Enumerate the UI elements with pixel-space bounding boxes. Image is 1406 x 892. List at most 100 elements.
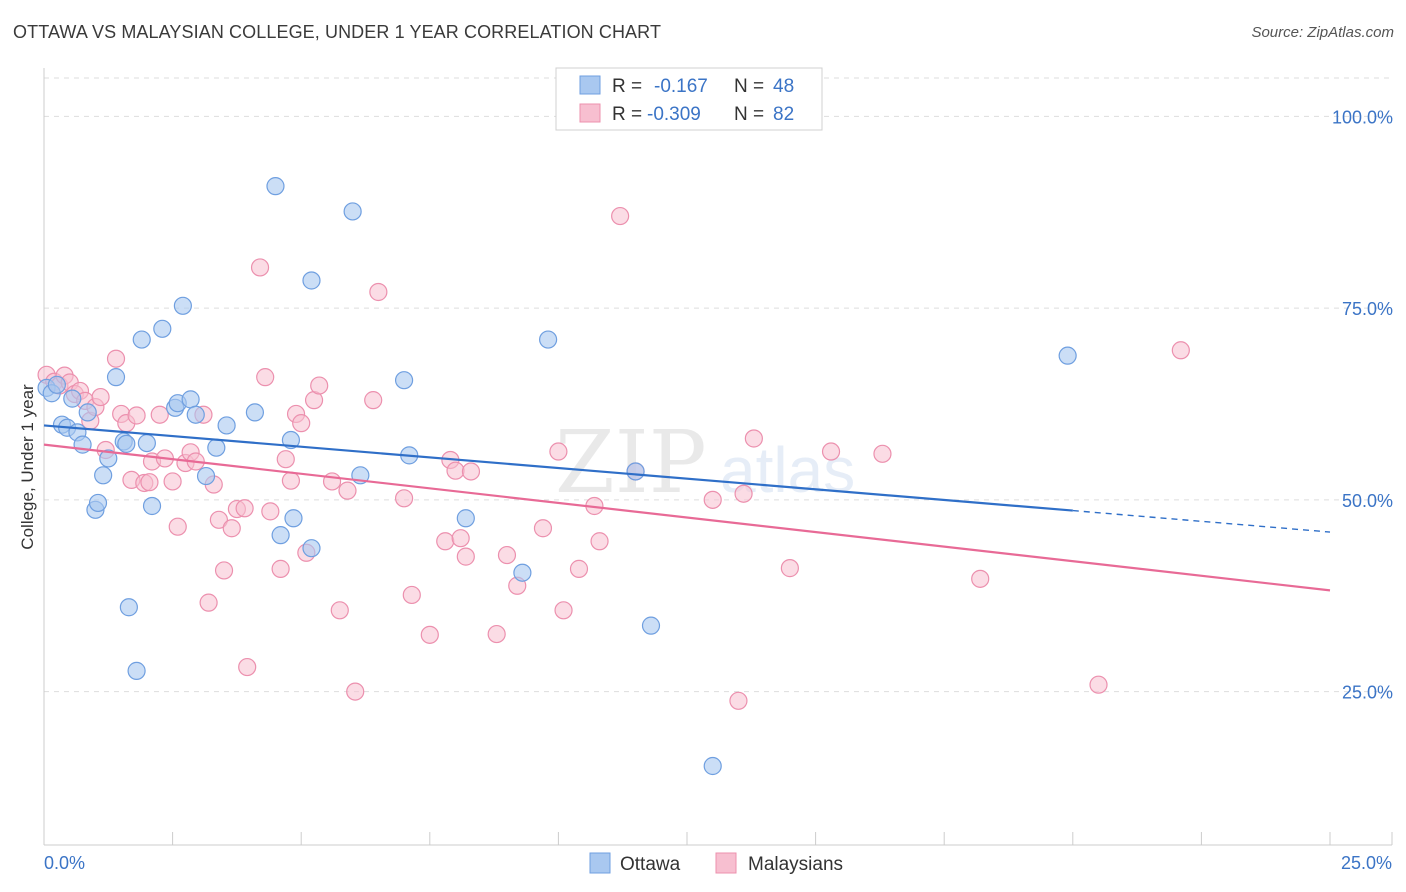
malaysians-point [402,585,421,605]
bottom-legend-swatch-malaysians [715,852,737,874]
legend-r-value-ottawa: -0.167 [654,76,708,97]
ottawa-point [173,296,192,315]
ottawa-point [394,371,414,390]
ottawa-point [1058,346,1077,365]
malaysians-point [971,569,990,588]
malaysians-point [394,489,414,508]
malaysians-point [271,559,290,578]
malaysians-point [106,349,126,368]
legend-n-label-malaysians: N = [734,104,764,125]
malaysians-point [310,376,329,395]
legend-swatch-ottawa [579,75,601,95]
svg-text:ZIP: ZIP [555,413,707,513]
bottom-legend: Ottawa Malaysians [589,852,843,875]
malaysians-point [569,559,589,578]
chart-title: OTTAWA VS MALAYSIAN COLLEGE, UNDER 1 YEA… [13,22,662,42]
malaysians-point [456,547,475,566]
ottawa-point [132,330,151,349]
ottawa-point [88,493,108,513]
malaysians-point [451,529,470,548]
ottawa-point [217,416,236,435]
malaysians-point [168,517,187,536]
malaysians-point [734,484,753,503]
grid-lines [44,77,1392,693]
ottawa-point [142,496,162,516]
y-tick-labels: 25.0% 50.0% 75.0% 100.0% [1332,107,1393,702]
malaysians-point [235,499,254,518]
ottawa-point [106,368,126,387]
ottawa-point [513,563,532,582]
ottawa-point [539,330,558,349]
ottawa-point [47,375,66,394]
malaysians-point [729,691,748,710]
source-label: Source: ZipAtlas.com [1251,24,1394,41]
ottawa-point [284,509,303,528]
ottawa-point [641,616,661,635]
axes [43,68,1392,846]
ottawa-trend-extension [1072,509,1331,533]
ottawa-point [703,756,722,776]
malaysians-point [163,472,182,491]
ottawa-point [94,466,113,485]
legend-n-label-ottawa: N = [734,76,764,97]
legend-r-value-malaysians: -0.309 [647,104,701,125]
ottawa-point [99,449,118,468]
malaysians-point [238,657,257,677]
ottawa-point [153,319,172,338]
legend-n-value-ottawa: 48 [773,76,794,97]
y-axis-label: College, Under 1 year [18,384,37,550]
malaysians-point [250,258,270,277]
malaysians-point [611,206,630,226]
malaysians-point [703,490,722,509]
bottom-legend-swatch-ottawa [589,852,611,874]
ottawa-point [117,434,136,453]
malaysians-point [91,387,110,407]
ottawa-point [181,390,200,409]
malaysians-point [256,368,275,387]
malaysians-point [127,406,146,425]
malaysians-point [446,461,465,480]
ottawa-point [271,526,290,545]
legend-r-label-ottawa: R = [612,76,642,97]
bottom-legend-ottawa: Ottawa [620,854,681,875]
malaysians-point [436,532,455,551]
malaysians-point [744,429,763,448]
bottom-legend-malaysians: Malaysians [748,854,843,875]
ottawa-point [186,405,205,424]
legend-r-label-malaysians: R = [612,104,642,125]
malaysians-point [364,391,383,410]
malaysians-point [276,450,295,469]
ottawa-point [196,466,216,486]
malaysians-points [37,206,1190,710]
ottawa-point [207,438,226,457]
malaysians-point [1089,675,1108,694]
malaysians-point [199,593,218,612]
malaysians-point [346,682,365,701]
malaysians-point [487,624,506,644]
malaysians-point [214,561,234,580]
malaysians-trend-line [43,443,1331,592]
ottawa-point [137,433,156,453]
malaysians-point [292,414,311,433]
malaysians-point [533,519,553,538]
ottawa-point [626,462,645,481]
malaysians-point [549,442,568,461]
malaysians-point [780,559,799,578]
x-tick-label-max: 25.0% [1341,853,1392,873]
ottawa-point [302,271,321,290]
y-tick-label: 75.0% [1342,299,1393,319]
malaysians-point [338,481,357,500]
malaysians-point [461,462,481,481]
y-tick-label: 100.0% [1332,107,1393,127]
malaysians-point [330,601,349,620]
malaysians-point [821,442,841,461]
ottawa-trend-line [43,424,1073,512]
malaysians-point [1171,341,1190,360]
legend-swatch-malaysians [579,103,601,123]
ottawa-point [127,661,146,680]
ottawa-point [456,509,475,528]
malaysians-point [497,545,517,565]
malaysians-point [873,444,892,463]
ottawa-point [78,403,97,422]
